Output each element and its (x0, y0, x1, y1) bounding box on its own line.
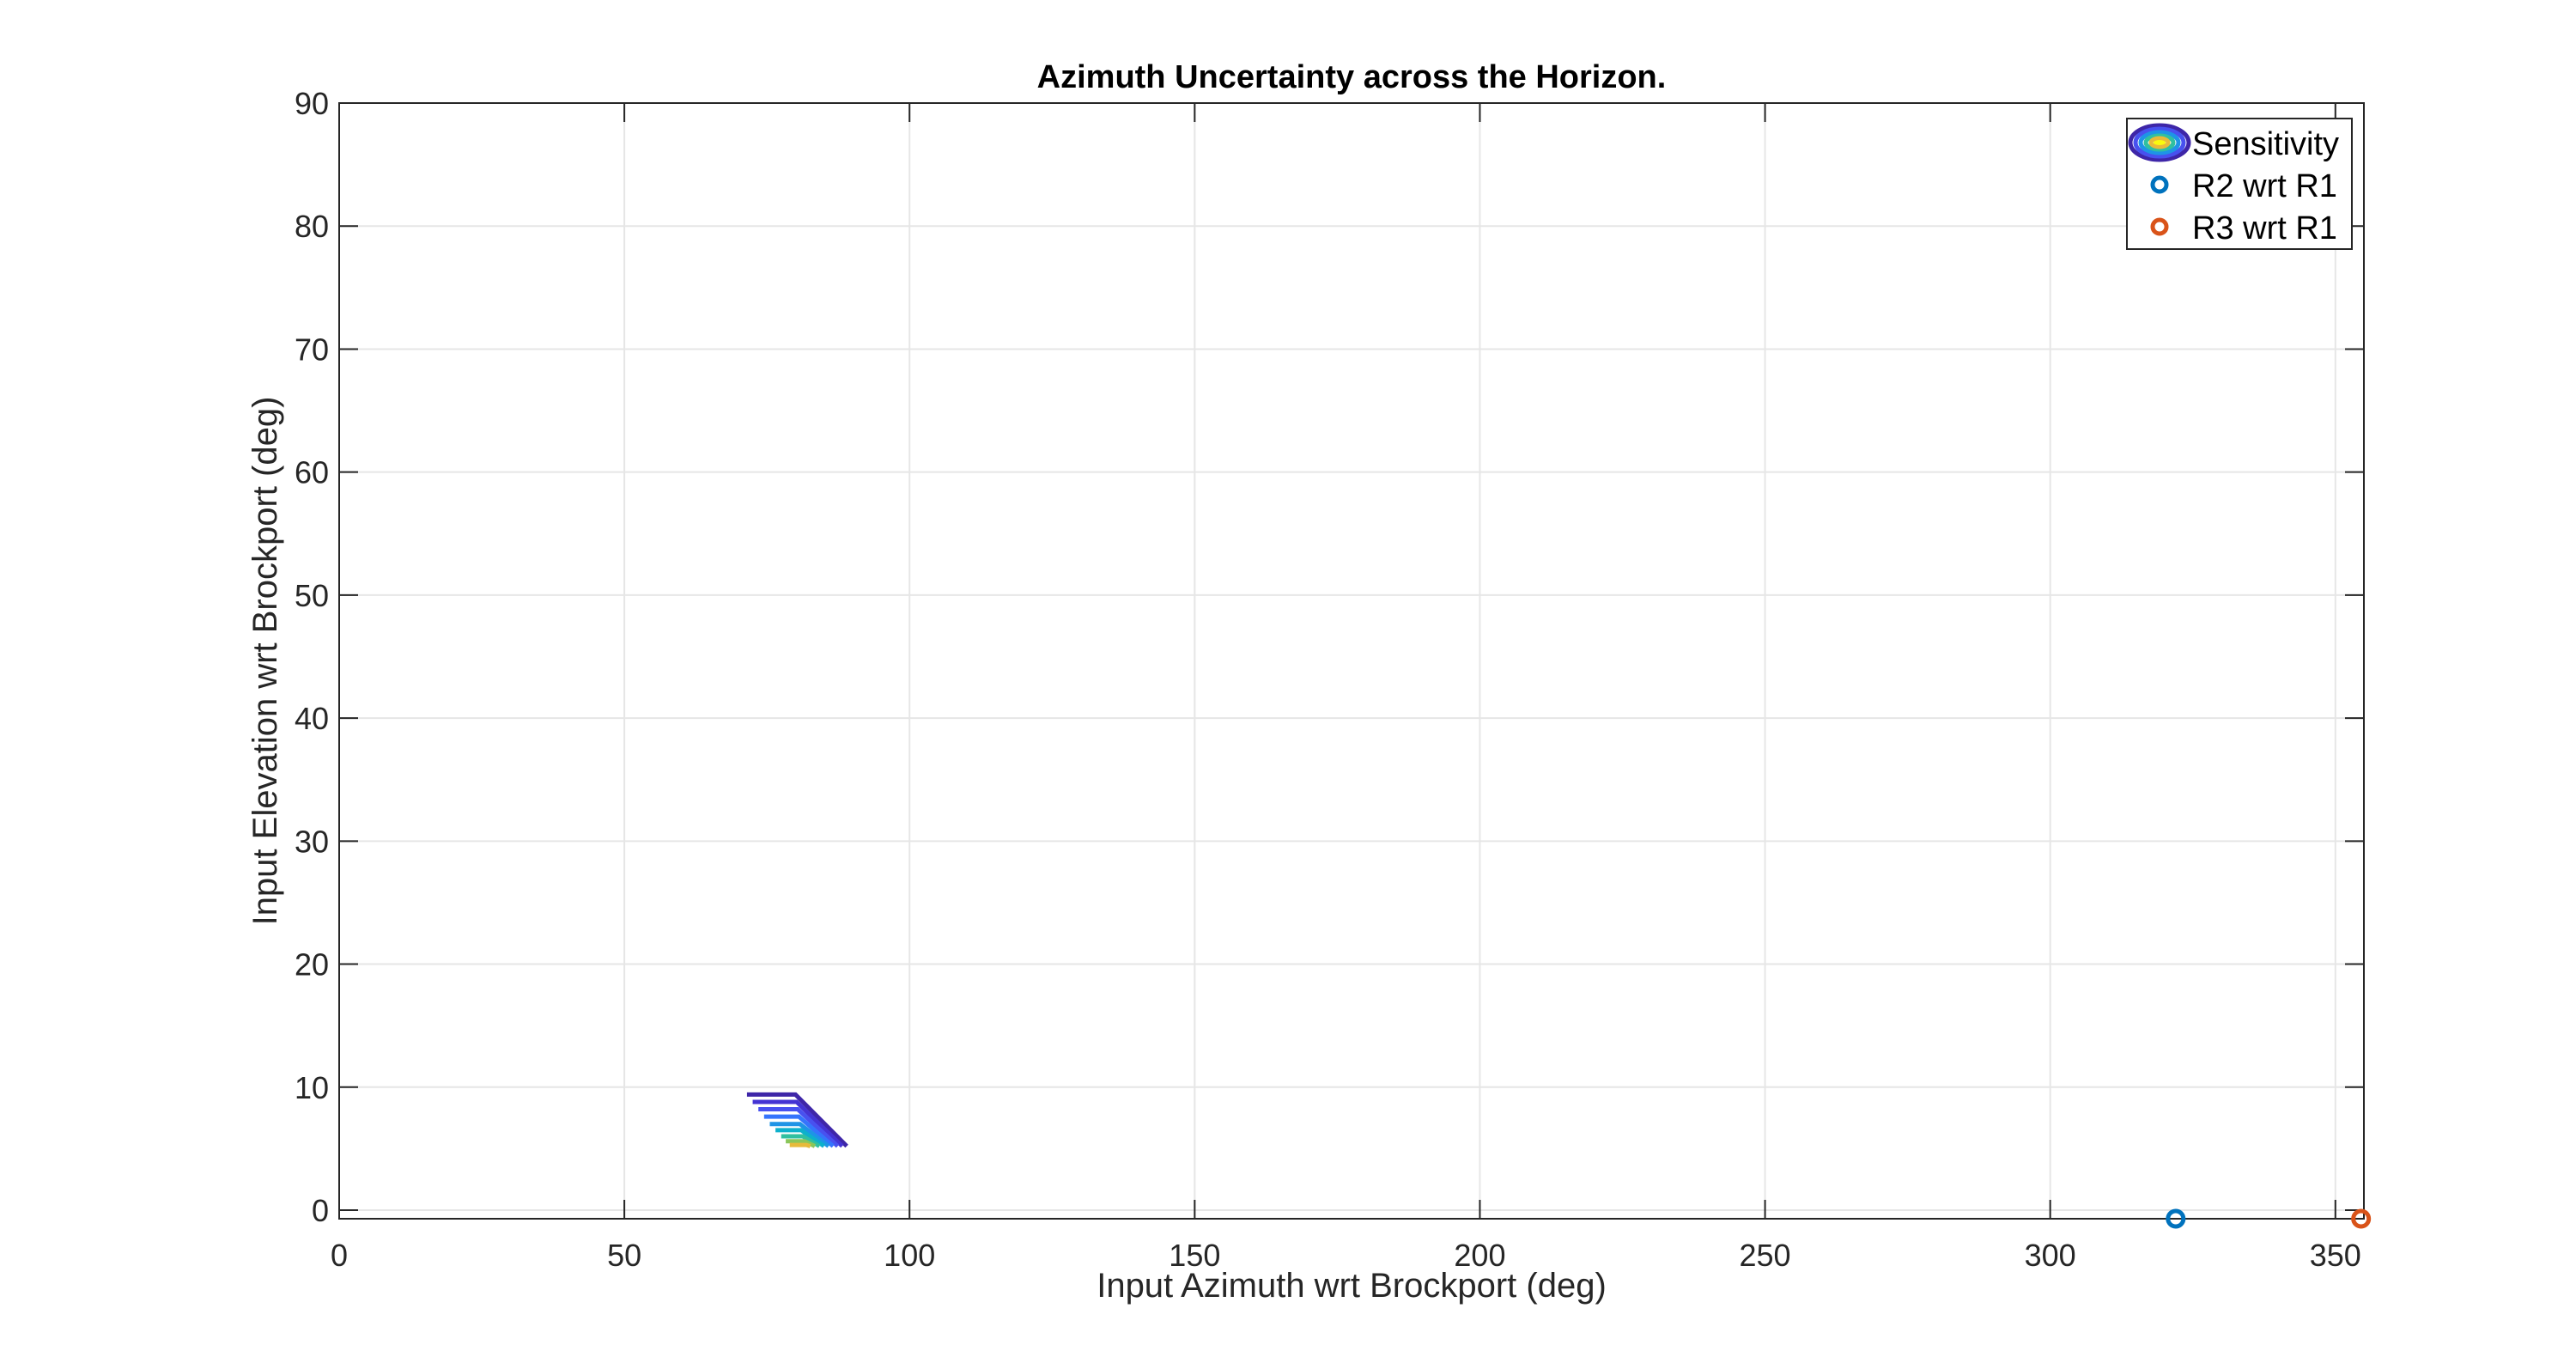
legend-ring (2143, 133, 2176, 152)
y-tick-label: 40 (295, 701, 329, 736)
legend-ring (2128, 123, 2191, 162)
x-tick-label: 50 (607, 1238, 641, 1273)
x-axis-label: Input Azimuth wrt Brockport (deg) (1097, 1267, 1607, 1305)
y-tick-label: 90 (295, 86, 329, 121)
y-tick-label: 70 (295, 332, 329, 367)
grid-lines (338, 102, 2364, 1219)
contour-line (758, 1107, 840, 1148)
y-tick-label: 20 (295, 947, 329, 983)
y-tick-label: 10 (295, 1070, 329, 1105)
r2-point (2166, 1208, 2186, 1229)
r3-point (2351, 1208, 2372, 1229)
contour-line (775, 1128, 826, 1148)
r3-legend-marker (2150, 217, 2169, 236)
sensitivity-contours (746, 1092, 848, 1148)
contour-line (752, 1099, 844, 1148)
plot-area (338, 102, 2365, 1220)
y-tick-label: 0 (312, 1193, 329, 1228)
legend-ring-core (2154, 140, 2166, 145)
contour-line (781, 1134, 821, 1148)
data-points (2166, 1208, 2372, 1229)
y-axis-label: Input Elevation wrt Brockport (deg) (246, 397, 284, 926)
x-tick-label: 250 (1740, 1238, 1791, 1273)
x-tick-label: 300 (2025, 1238, 2076, 1273)
legend-ring (2148, 136, 2171, 149)
contour-line (786, 1139, 817, 1148)
tick-labels: 0 50 100 150 200 250 300 350 0 10 20 30 40 50 60 70 80 90 (295, 86, 2361, 1273)
r2-legend-marker (2150, 175, 2169, 194)
contour-line (789, 1142, 811, 1148)
y-tick-label: 80 (295, 209, 329, 244)
legend-entry-r3: R3 wrt R1 (2192, 210, 2337, 246)
chart-title: Azimuth Uncertainty across the Horizon. (1037, 59, 1667, 95)
y-tick-label: 50 (295, 578, 329, 613)
axis-ticks (338, 102, 2364, 1219)
x-tick-label: 200 (1454, 1238, 1505, 1273)
contour-line (763, 1114, 835, 1148)
legend-ring (2138, 130, 2181, 155)
x-tick-label: 150 (1169, 1238, 1220, 1273)
y-tick-label: 30 (295, 824, 329, 859)
sensitivity-legend-icon (2128, 123, 2191, 162)
x-tick-label: 350 (2310, 1238, 2361, 1273)
x-tick-label: 0 (331, 1238, 348, 1273)
legend-entry-sensitivity: Sensitivity (2192, 126, 2339, 162)
legend: Sensitivity R2 wrt R1 R3 wrt R1 (2126, 118, 2353, 250)
x-tick-label: 100 (884, 1238, 935, 1273)
contour-line (769, 1122, 830, 1148)
legend-ring (2133, 126, 2186, 159)
contour-line (746, 1092, 848, 1148)
y-tick-label: 60 (295, 455, 329, 490)
legend-entry-r2: R2 wrt R1 (2192, 168, 2337, 204)
